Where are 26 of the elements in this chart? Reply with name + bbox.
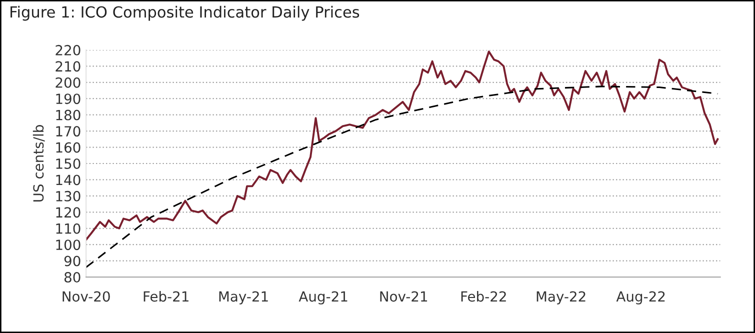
y-tick-label: 150 <box>56 158 80 169</box>
y-tick-label: 160 <box>56 142 80 153</box>
x-tick-label: May-22 <box>536 291 586 304</box>
y-tick-label: 210 <box>56 61 80 72</box>
x-tick-label: Nov-20 <box>62 291 110 302</box>
y-tick-label: 120 <box>56 207 80 218</box>
x-tick-label: Aug-21 <box>298 291 348 304</box>
line-series <box>86 50 719 241</box>
y-axis-title: US cents/lb <box>32 125 45 202</box>
y-tick-label: 200 <box>56 77 80 88</box>
chart-title: Figure 1: ICO Composite Indicator Daily Prices <box>10 6 360 21</box>
y-tick-label: 130 <box>56 190 80 202</box>
y-tick-label: 100 <box>56 240 80 250</box>
x-tick-label: Aug-22 <box>616 291 665 304</box>
y-tick-label: 220 <box>56 44 80 56</box>
y-tick-label: 180 <box>56 110 80 120</box>
y-tick-label: 80 <box>64 272 80 283</box>
x-tick-label: Feb-22 <box>461 290 506 302</box>
y-tick-label: 90 <box>64 256 80 266</box>
y-tick-label: 110 <box>56 223 80 234</box>
x-tick-label: May-21 <box>219 291 268 304</box>
x-tick-label: Nov-21 <box>380 291 428 302</box>
x-tick-label: Feb-21 <box>144 290 188 302</box>
y-tick-label: 140 <box>56 174 80 186</box>
y-tick-label: 190 <box>56 94 80 104</box>
y-tick-label: 170 <box>56 126 80 137</box>
